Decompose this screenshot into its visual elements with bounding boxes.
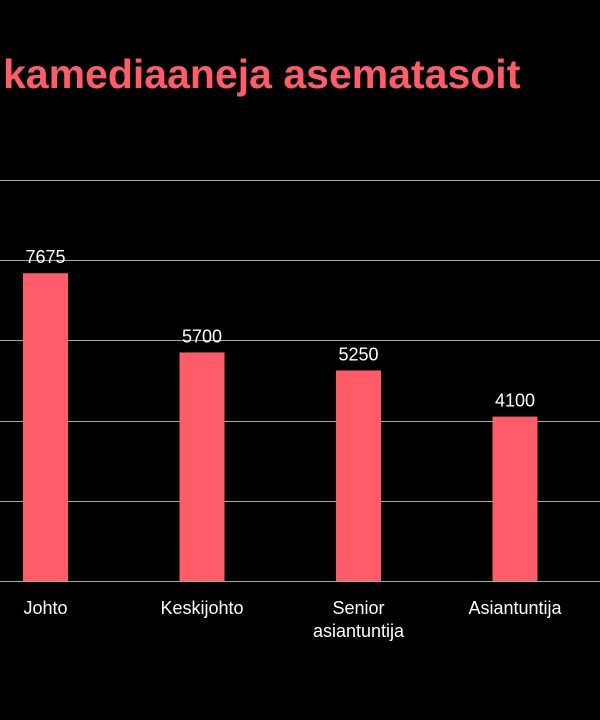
- category-label-1: Keskijohto: [160, 598, 243, 618]
- data-label-1: 5700: [182, 326, 222, 346]
- data-labels: 7675 5700 5250 4100: [25, 247, 535, 410]
- data-label-0: 7675: [25, 247, 65, 267]
- category-label-3-line-0: Asiantuntija: [468, 598, 562, 618]
- bar-2: [336, 370, 381, 581]
- category-label-3: Asiantuntija: [468, 598, 562, 618]
- category-label-1-line-0: Keskijohto: [160, 598, 243, 618]
- bar-1: [179, 352, 225, 581]
- data-label-2: 5250: [338, 344, 378, 364]
- bars: [23, 273, 538, 581]
- data-label-3: 4100: [495, 391, 535, 411]
- bar-0: [23, 273, 68, 581]
- bar-3: [492, 416, 538, 581]
- chart-title: kamediaaneja asematasoit: [3, 51, 521, 97]
- gridlines: [0, 180, 600, 582]
- category-label-2-line-1: asiantuntija: [313, 621, 405, 641]
- category-label-0: Johto: [23, 598, 67, 618]
- category-label-0-line-0: Johto: [23, 598, 67, 618]
- category-labels: Johto Keskijohto Senior asiantuntija Asiantu…: [23, 598, 562, 641]
- category-label-2: Senior asiantuntija: [313, 598, 405, 641]
- category-label-2-line-0: Senior: [332, 598, 384, 618]
